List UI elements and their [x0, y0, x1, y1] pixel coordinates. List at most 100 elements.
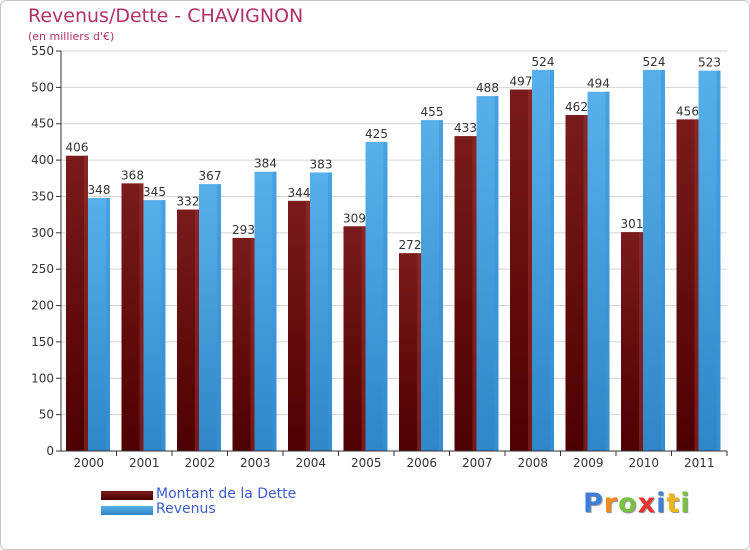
bar-shade-dette [306, 200, 310, 451]
logo-letter: t [666, 488, 681, 519]
bar-shade-revenus [161, 200, 166, 451]
bar-shade-dette [139, 183, 144, 451]
x-tick-label: 2009 [573, 456, 604, 470]
bar-revenus [310, 172, 332, 452]
data-label-revenus: 523 [698, 56, 721, 70]
bar-shade-dette [195, 209, 199, 451]
data-label-dette: 368 [121, 168, 144, 182]
axes: 0 50 100 150 200 250 300 350 400 450 500 550 2000 200… [31, 44, 728, 470]
bar-dette [288, 200, 310, 451]
bar-shade-revenus [439, 120, 443, 451]
bar-dette [232, 237, 255, 451]
proxiti-logo: Proxiti [583, 488, 691, 519]
bar-shade-revenus [661, 69, 665, 451]
bar-shade-dette [528, 89, 532, 451]
data-label-revenus: 383 [310, 157, 333, 171]
bar-shade-revenus [494, 96, 499, 451]
legend-label-revenus: Revenus [156, 501, 216, 517]
data-label-dette: 344 [288, 186, 311, 200]
chart-title: Revenus/Dette - CHAVIGNON [28, 5, 304, 27]
x-tick-label: 2001 [129, 456, 160, 470]
bar-shade-dette [250, 237, 255, 451]
y-tick-label: 300 [31, 226, 54, 240]
logo-letter: x [637, 488, 657, 519]
data-label-dette: 309 [343, 211, 366, 225]
data-label-revenus: 345 [143, 185, 166, 199]
data-label-revenus: 425 [365, 127, 388, 141]
y-tick-label: 100 [31, 371, 54, 385]
bar-revenus [587, 91, 610, 452]
data-label-revenus: 524 [532, 55, 555, 69]
x-tick-label: 2004 [295, 456, 326, 470]
y-tick-label: 0 [46, 444, 54, 458]
bar-shade-revenus [217, 184, 221, 451]
bars [66, 69, 721, 452]
data-label-dette: 497 [510, 75, 533, 89]
bar-dette [621, 232, 643, 451]
logo-letter: i [656, 488, 667, 519]
bar-dette [565, 115, 588, 451]
data-label-revenus: 348 [88, 183, 111, 197]
gridlines [61, 50, 727, 416]
bar-revenus [421, 120, 443, 451]
data-label-dette: 272 [399, 238, 422, 252]
bar-shade-revenus [383, 141, 388, 451]
bar-dette [66, 155, 88, 451]
bar-shade-revenus [106, 197, 110, 451]
x-tick-label: 2000 [73, 456, 104, 470]
bar-shade-revenus [550, 69, 554, 451]
y-tick-label: 200 [31, 299, 54, 313]
bar-revenus [476, 96, 499, 451]
legend-swatch-revenus [101, 506, 153, 515]
data-label-dette: 462 [565, 100, 588, 114]
bar-dette [454, 136, 477, 451]
bar-shade-dette [583, 115, 588, 451]
bar-dette [343, 226, 366, 451]
data-label-dette: 406 [66, 141, 89, 155]
logo-letter: o [618, 488, 638, 519]
bar-shade-revenus [272, 171, 277, 451]
x-tick-label: 2010 [628, 456, 659, 470]
data-label-revenus: 455 [421, 105, 444, 119]
bar-shade-dette [361, 226, 366, 451]
bar-shade-dette [694, 119, 699, 451]
bar-revenus [643, 69, 665, 451]
x-tick-label: 2005 [351, 456, 382, 470]
logo-letter: P [583, 488, 604, 519]
bar-revenus [88, 197, 110, 451]
bar-shade-dette [639, 232, 643, 451]
data-label-revenus: 494 [587, 77, 610, 91]
bar-dette [676, 119, 699, 451]
bar-dette [121, 183, 144, 451]
bar-revenus [143, 200, 166, 451]
y-tick-label: 500 [31, 80, 54, 94]
bar-revenus [698, 70, 721, 452]
x-tick-label: 2003 [240, 456, 271, 470]
data-label-dette: 293 [232, 223, 255, 237]
bar-shade-dette [417, 253, 421, 451]
bar-revenus [532, 69, 554, 451]
data-label-dette: 433 [454, 121, 477, 135]
chart-unit-label: (en milliers d'€) [28, 30, 115, 43]
data-label-revenus: 384 [254, 157, 277, 171]
y-tick-label: 250 [31, 262, 54, 276]
bar-revenus [254, 171, 277, 451]
bar-dette [399, 253, 421, 451]
logo-letter: r [603, 488, 619, 519]
bar-shade-revenus [605, 91, 610, 452]
legend-label-dette: Montant de la Dette [156, 486, 297, 502]
data-label-dette: 332 [177, 195, 200, 209]
bar-dette [510, 89, 532, 451]
bar-revenus [199, 184, 221, 451]
y-tick-label: 350 [31, 189, 54, 203]
y-tick-label: 50 [39, 408, 54, 422]
bar-shade-revenus [716, 70, 721, 452]
data-label-revenus: 524 [643, 55, 666, 69]
y-tick-label: 450 [31, 117, 54, 131]
x-tick-label: 2008 [517, 456, 548, 470]
bar-shade-dette [472, 136, 477, 451]
data-label-dette: 301 [621, 217, 644, 231]
bar-dette [177, 209, 199, 451]
